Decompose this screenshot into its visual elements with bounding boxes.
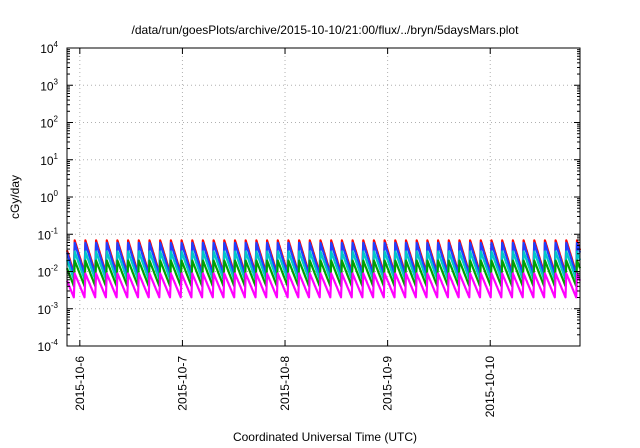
series-line (65, 250, 582, 281)
x-tick-label: 2015-10-9 (381, 356, 395, 411)
y-tick-label: 100 (40, 189, 58, 205)
series-line (65, 272, 582, 299)
y-tick-label: 10-4 (38, 338, 59, 354)
x-tick-label: 2015-10-8 (278, 356, 292, 411)
x-tick-label: 2015-10-7 (175, 356, 189, 411)
x-axis: 2015-10-6 2015-10-7 2015-10-8 2015-10-9 2015… (73, 48, 497, 417)
y-axis-label: cGy/day (8, 175, 22, 219)
x-tick-label: 2015-10-6 (73, 356, 87, 411)
y-axis: 10-4 10-3 10-2 10-1 100 101 102 103 104 (38, 40, 580, 354)
y-tick-label: 10-2 (38, 264, 59, 280)
series-group (65, 239, 582, 299)
chart-title: /data/run/goesPlots/archive/2015-10-10/2… (132, 23, 520, 37)
y-tick-label: 101 (40, 152, 58, 168)
y-tick-label: 103 (40, 77, 58, 93)
y-tick-label: 104 (40, 40, 58, 56)
y-tick-label: 10-1 (38, 226, 59, 242)
series-line (65, 241, 582, 276)
x-axis-label: Coordinated Universal Time (UTC) (233, 430, 417, 444)
grid (67, 48, 580, 346)
y-tick-label: 102 (40, 115, 58, 131)
x-tick-label: 2015-10-10 (483, 356, 497, 418)
y-tick-label: 10-3 (38, 301, 59, 317)
series-line (65, 259, 582, 288)
